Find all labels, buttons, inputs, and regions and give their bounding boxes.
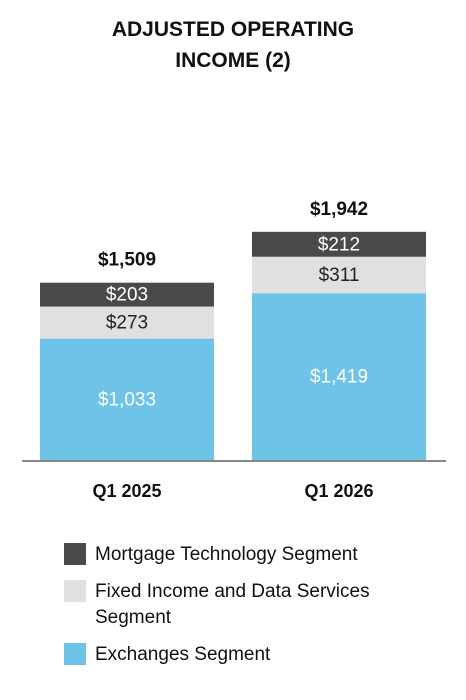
value-label: $1,419 <box>310 367 368 388</box>
legend-item: Mortgage Technology Segment <box>64 542 415 568</box>
legend-swatch <box>64 580 86 602</box>
chart-title: ADJUSTED OPERATING INCOME (2) <box>111 18 355 72</box>
total-label: $1,509 <box>98 250 156 271</box>
x-tick-label: Q1 2026 <box>304 481 373 501</box>
bar-segment <box>252 293 426 460</box>
value-label: $311 <box>319 265 360 286</box>
legend-swatch <box>64 543 86 565</box>
value-label: $203 <box>106 285 148 306</box>
bar-segment <box>252 256 426 294</box>
value-label: $273 <box>106 313 148 334</box>
legend-label: Fixed Income and Data Services Segment <box>95 581 370 628</box>
bar-segment <box>40 306 214 339</box>
chart: $1,033 $273 $203 $1,509 Q1 2025 $1,419 $311 $21… <box>22 199 446 501</box>
legend: Mortgage Technology Segment Fixed Income … <box>64 542 415 679</box>
legend-label: Exchanges Segment <box>95 644 271 665</box>
title-box: ADJUSTED OPERATING INCOME (2) <box>0 14 466 76</box>
legend-item: Fixed Income and Data Services Segment <box>64 579 415 631</box>
bar-segment <box>252 231 426 257</box>
value-label: $1,033 <box>98 389 156 410</box>
total-label: $1,942 <box>310 199 368 220</box>
legend-item: Exchanges Segment <box>64 642 415 668</box>
bar-segment <box>40 282 214 307</box>
value-label: $212 <box>318 234 360 255</box>
x-tick-label: Q1 2025 <box>92 481 161 501</box>
legend-swatch <box>64 643 86 665</box>
legend-label: Mortgage Technology Segment <box>95 544 358 565</box>
bar-segment <box>40 338 214 460</box>
